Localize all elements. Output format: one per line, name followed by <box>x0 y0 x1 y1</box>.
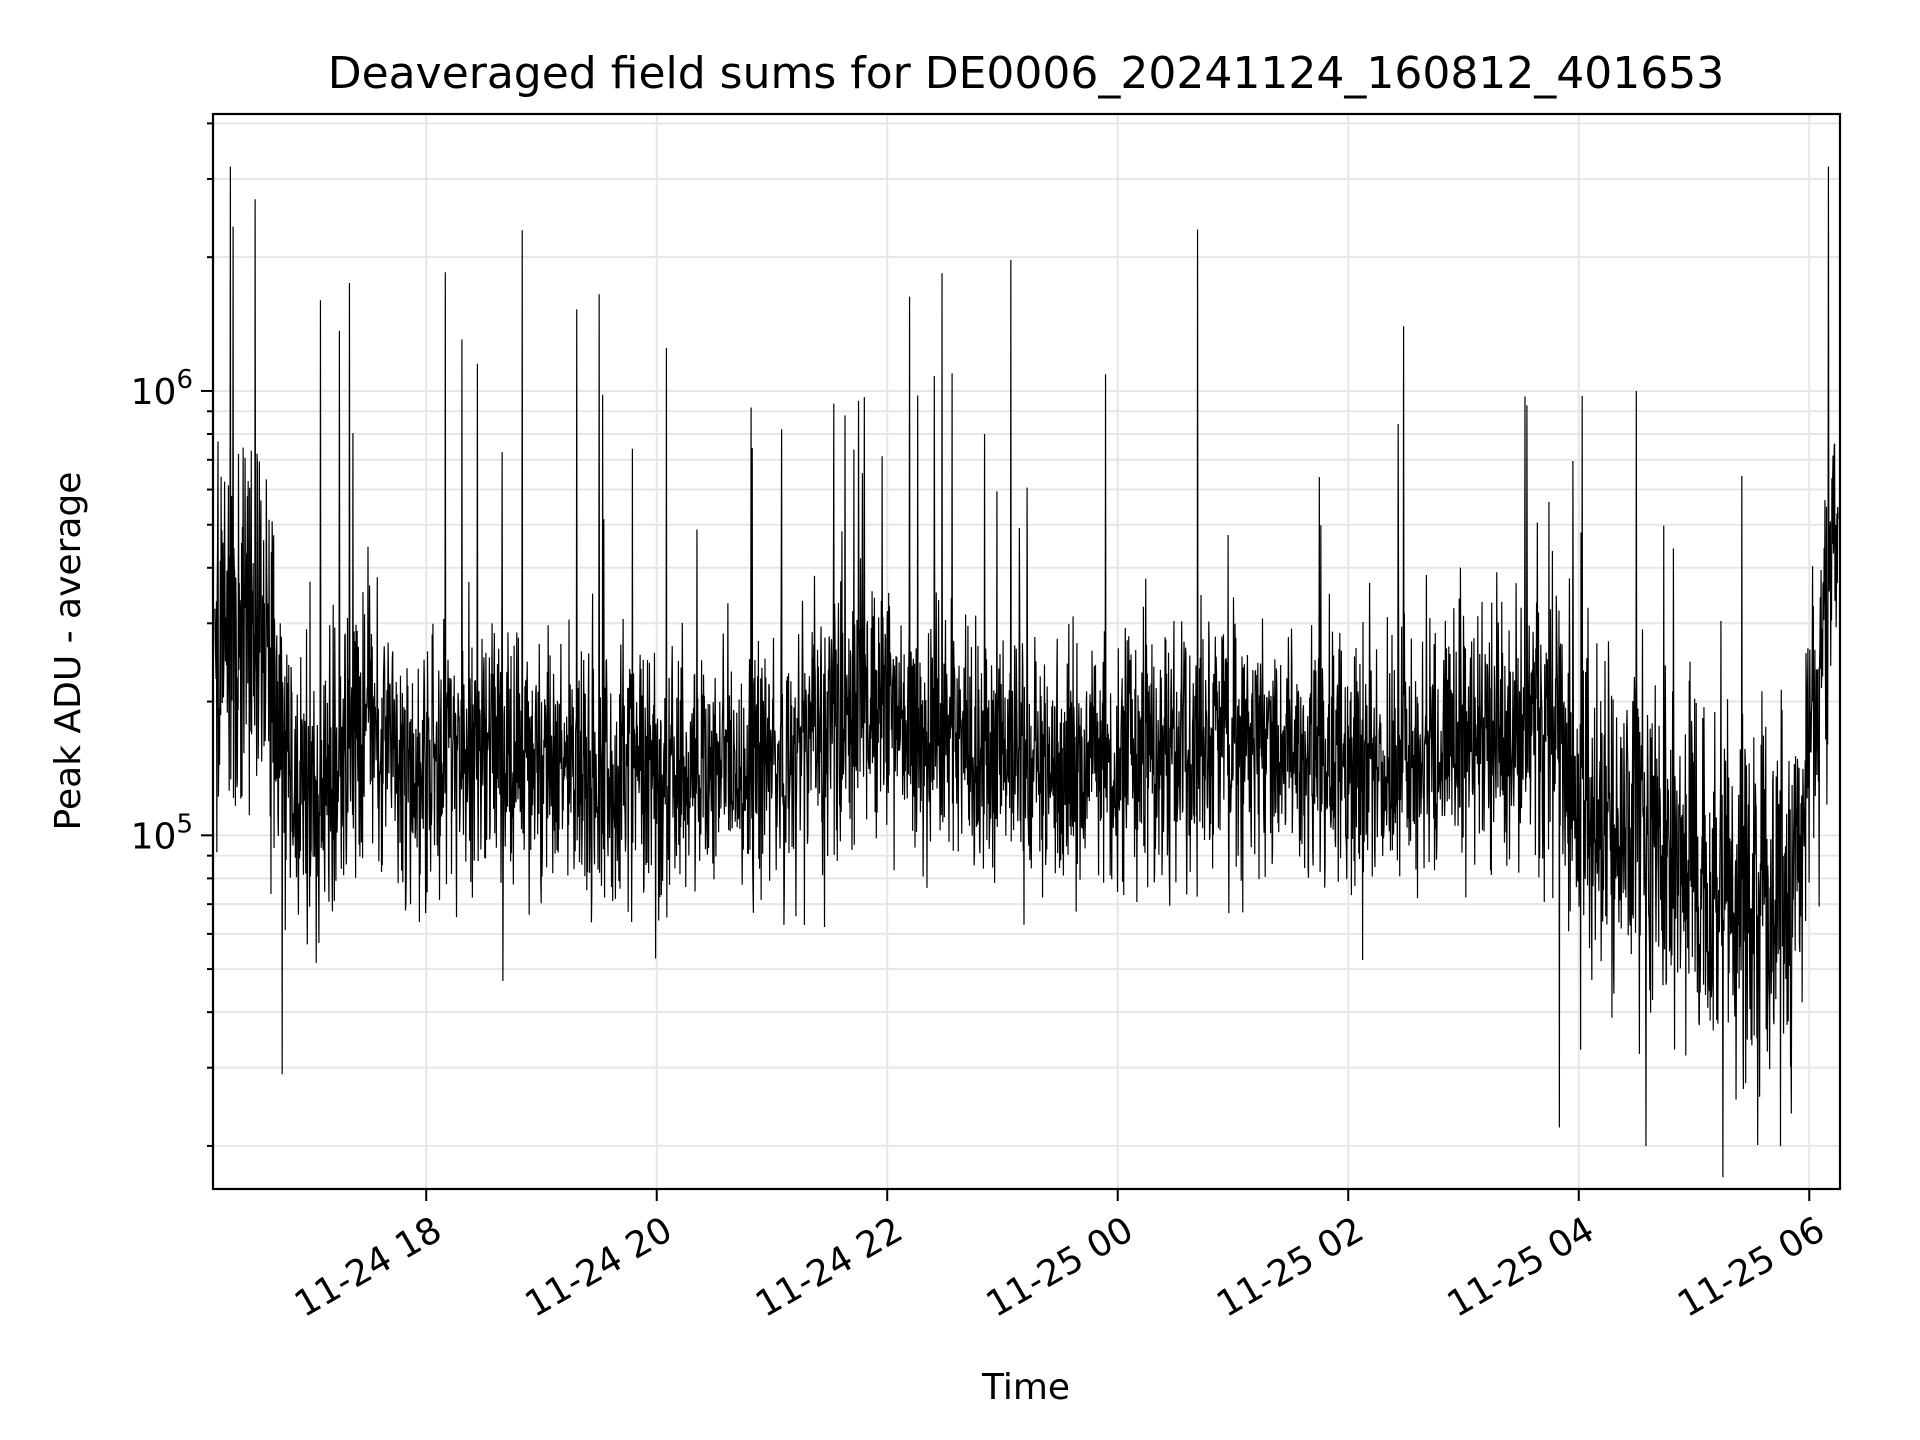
series-group <box>214 166 1839 1178</box>
chart-title: Deaveraged field sums for DE0006_2024112… <box>328 48 1725 99</box>
y-axis: 105 106 <box>131 122 213 1147</box>
series-line <box>214 166 1839 1178</box>
y-axis-label: Peak ADU - average <box>48 472 89 831</box>
x-axis-label: Time <box>981 1367 1070 1408</box>
y-tick-label-1: 106 <box>131 365 193 413</box>
y-tick-label-0: 105 <box>131 809 193 857</box>
grid <box>213 114 1840 1189</box>
plot-frame <box>211 112 1842 1191</box>
